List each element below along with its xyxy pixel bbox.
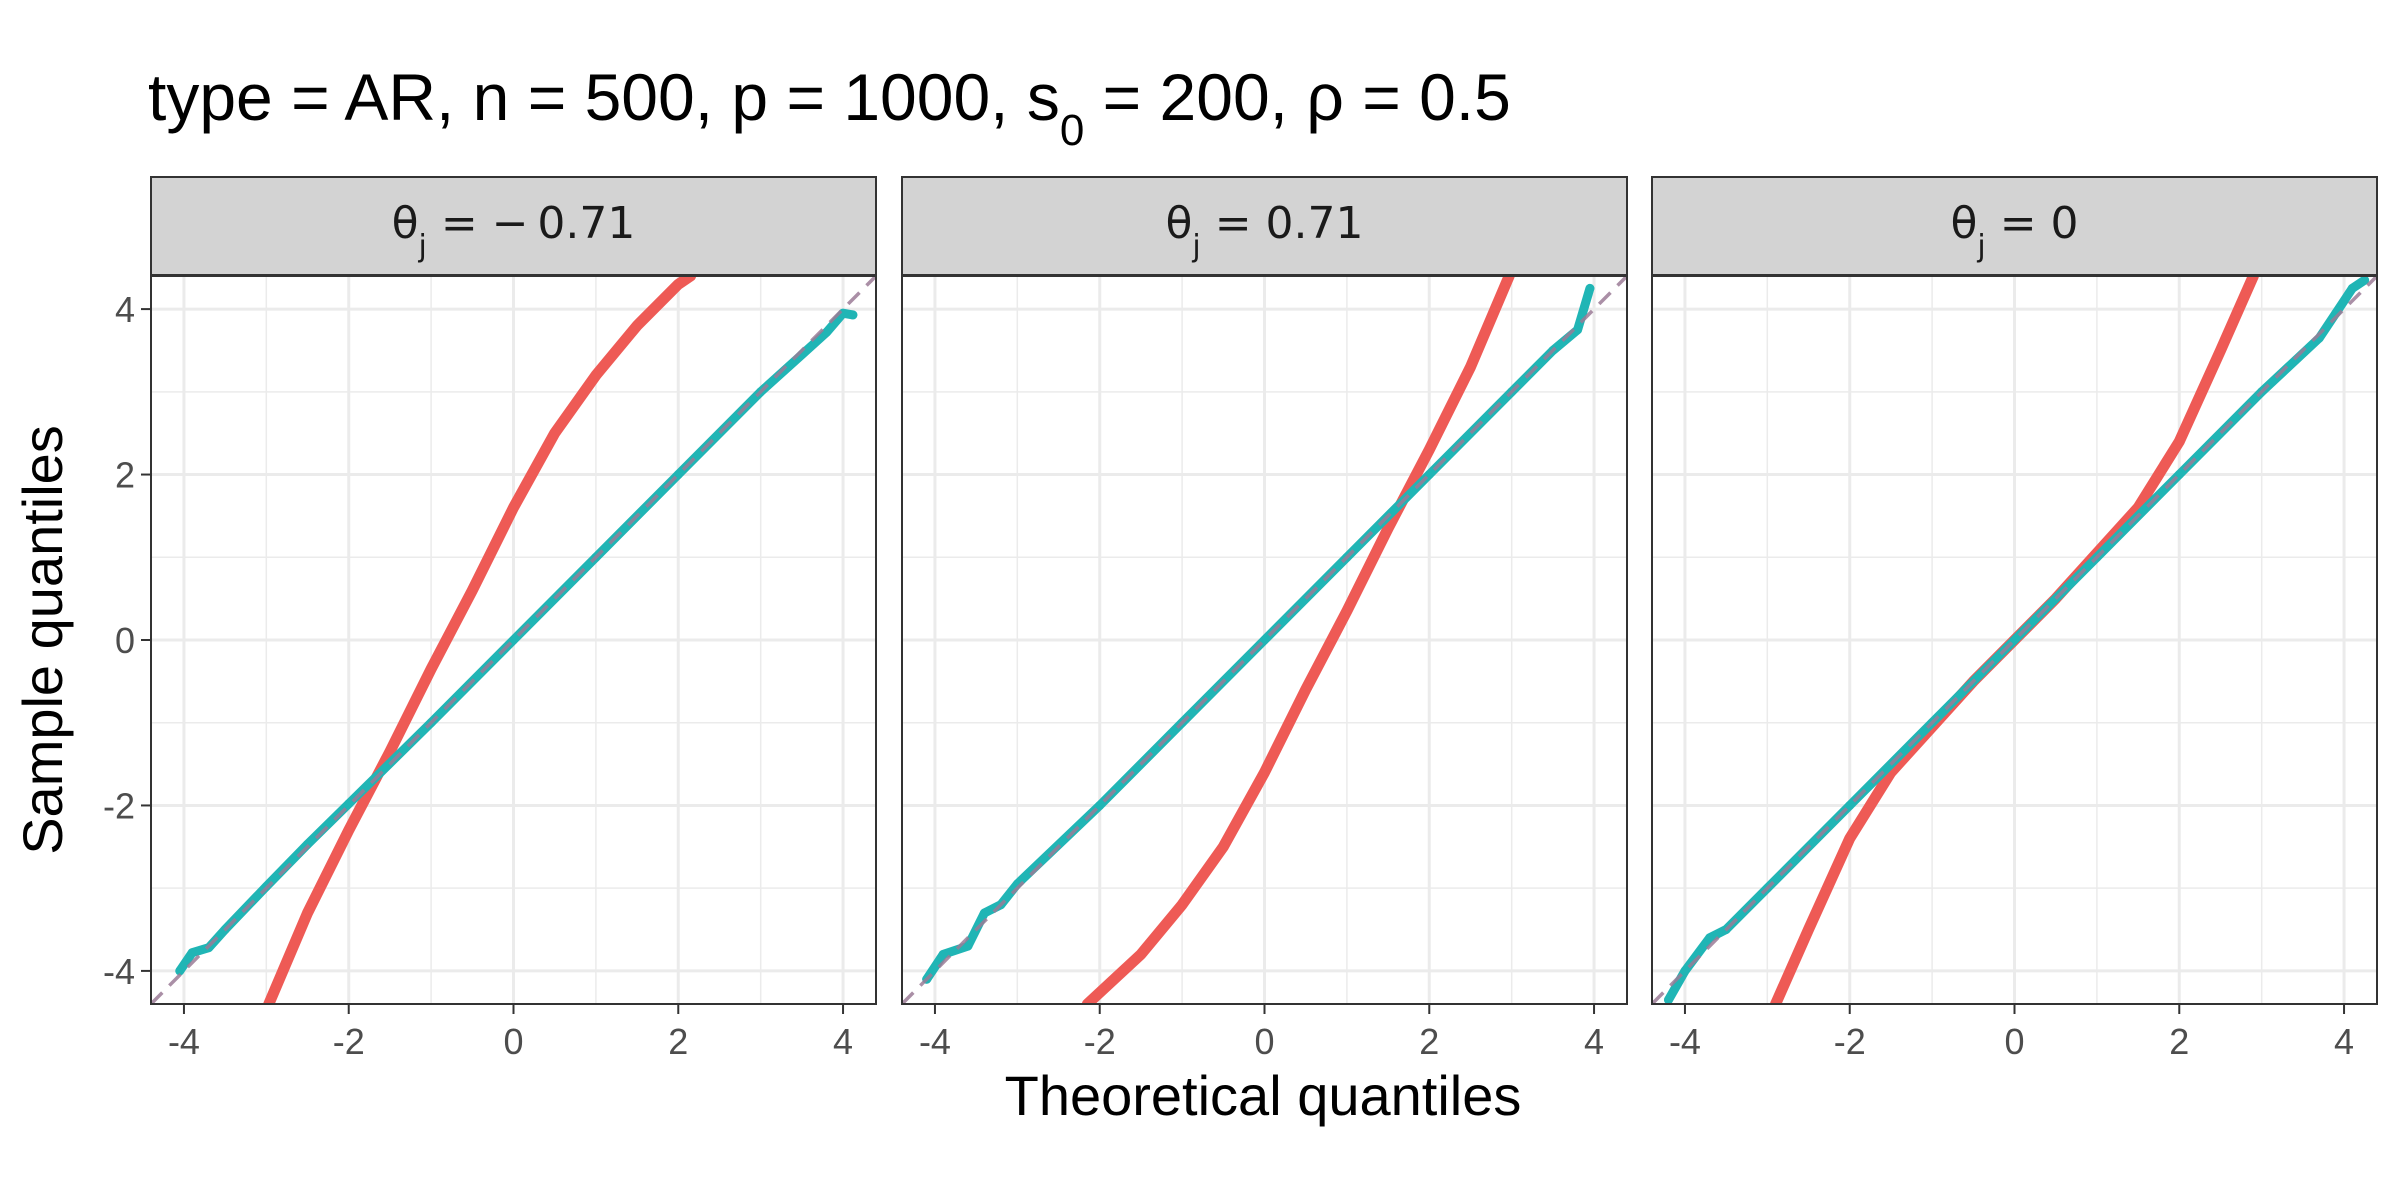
x-tick-label: 2 [2169, 1021, 2189, 1062]
teal-series-point [509, 635, 518, 645]
teal-series-point [1424, 470, 1434, 480]
teal-series-point [1573, 325, 1583, 335]
red-series-line [1081, 276, 1515, 1004]
teal-series-point [673, 470, 683, 480]
teal-series-point [1705, 933, 1715, 943]
panel-data [151, 276, 876, 1004]
teal-series-point [175, 966, 185, 976]
teal-series-point [2174, 470, 2184, 480]
teal-series-point [1680, 966, 1690, 976]
teal-series-point [2347, 283, 2357, 293]
x-tick-label: -2 [333, 1021, 365, 1062]
x-tick-label: -4 [919, 1021, 951, 1062]
x-tick-label: 0 [1254, 1021, 1274, 1062]
x-tick-label: 2 [668, 1021, 688, 1062]
x-tick-label: -2 [1084, 1021, 1116, 1062]
y-tick-label: 2 [115, 455, 135, 496]
teal-series-point [1585, 283, 1595, 293]
teal-series-point [1260, 635, 1269, 645]
x-tick-label: 4 [833, 1021, 853, 1062]
facet-strip [150, 176, 877, 276]
teal-series-point [848, 310, 858, 320]
x-axis-title: Theoretical quantiles [1005, 1064, 1522, 1127]
reference-line [1652, 276, 2377, 1004]
teal-series-point [1663, 995, 1673, 1004]
teal-series-point [822, 327, 832, 337]
teal-series-point [1095, 800, 1105, 810]
panel-3: θj = 0 -4 -2 0 2 4 [1651, 176, 2378, 1062]
facet-strip [1651, 176, 2378, 276]
teal-series-point [963, 941, 973, 951]
panel-2: θj = 0.71 -4 -2 0 2 4 [901, 176, 1628, 1062]
x-tick-label: -2 [1834, 1021, 1866, 1062]
y-tick-label: -2 [103, 785, 135, 826]
facet-strip-label: θj = 0.71 [1165, 198, 1363, 264]
facet-strip [901, 176, 1628, 276]
teal-series-point [187, 948, 197, 958]
x-tick-label: 4 [1584, 1021, 1604, 1062]
y-axis-title: Sample quantiles [11, 425, 74, 855]
reference-line [151, 276, 876, 1004]
x-tick-label: -4 [1669, 1021, 1701, 1062]
x-tick-label: 0 [2004, 1021, 2024, 1062]
reference-line [902, 276, 1627, 1004]
y-tick-label: 0 [115, 620, 135, 661]
teal-series-point [344, 799, 354, 809]
panel-data [902, 276, 1627, 1004]
facet-strip-label: θj = 0 [1950, 198, 2078, 264]
teal-series-point [979, 908, 989, 918]
x-tick-label: 0 [503, 1021, 523, 1062]
y-tick-label: -4 [103, 951, 135, 992]
teal-series-point [2010, 635, 2019, 645]
x-tick-label: -4 [168, 1021, 200, 1062]
chart-title: type = AR, n = 500, p = 1000, s0 = 200, … [148, 60, 1511, 155]
x-tick-label: 4 [2334, 1021, 2354, 1062]
y-tick-label: 4 [115, 289, 135, 330]
x-tick-label: 2 [1419, 1021, 1439, 1062]
panel-data [1652, 276, 2377, 1004]
teal-series-point [938, 949, 948, 959]
teal-series-point [1845, 800, 1855, 810]
teal-series-point [2360, 276, 2370, 285]
facet-strip-label: θj = − 0.71 [392, 198, 636, 264]
panel-1: θj = − 0.71 -4 -2 0 2 4 -4 -2 0 2 4 [103, 176, 877, 1062]
red-series-line [263, 276, 697, 1004]
